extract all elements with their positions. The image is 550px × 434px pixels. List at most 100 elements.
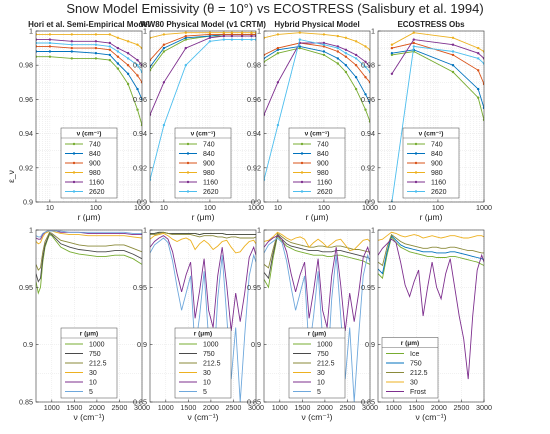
data-point xyxy=(184,36,187,39)
legend-marker xyxy=(186,180,190,184)
legend: r (μm) 1000 750 212.5 30 10 5 xyxy=(174,327,232,399)
x-tick-label: 10 xyxy=(160,203,168,212)
x-tick-label: 10 xyxy=(46,203,54,212)
y-tick-label: 0.95 xyxy=(361,283,375,292)
data-point xyxy=(298,31,301,34)
data-point xyxy=(336,57,339,60)
legend-title: ν (cm⁻¹) xyxy=(305,131,330,138)
legend-label: Frost xyxy=(410,389,426,396)
legend: r (μm) Ice 750 212.5 30 Frost xyxy=(381,337,439,399)
legend-label: 900 xyxy=(317,161,329,168)
legend-label: 2620 xyxy=(431,189,447,196)
x-tick-label: 1500 xyxy=(294,403,310,412)
data-point xyxy=(184,38,187,41)
legend-marker xyxy=(72,171,76,174)
data-point xyxy=(477,52,480,55)
data-point xyxy=(230,38,234,41)
legend-label: 10 xyxy=(89,380,97,387)
data-point xyxy=(477,57,480,60)
legend-label: 212.5 xyxy=(317,361,335,368)
data-point xyxy=(94,52,98,55)
y-tick-label: 0.92 xyxy=(247,163,261,172)
data-point xyxy=(108,41,112,45)
legend-label: 740 xyxy=(431,142,443,149)
x-tick-label: 1000 xyxy=(158,403,174,412)
legend: r (μm) 1000 750 212.5 30 10 5 xyxy=(288,327,346,399)
y-tick-label: 1 xyxy=(257,226,261,235)
legend-label: 900 xyxy=(203,161,215,168)
legend-title: r (μm) xyxy=(80,331,98,338)
data-point xyxy=(48,38,52,41)
y-tick-label: 0.98 xyxy=(19,61,33,70)
panel-title: WW80 Physical Model (v1 CRTM) xyxy=(140,20,266,29)
data-point xyxy=(162,46,166,50)
data-point xyxy=(222,38,225,41)
legend-marker xyxy=(414,142,418,146)
legend-label: 2620 xyxy=(89,189,105,196)
data-point xyxy=(230,34,234,38)
legend-label: 10 xyxy=(317,380,325,387)
data-point xyxy=(336,46,339,50)
y-tick-label: 0.96 xyxy=(247,95,261,104)
data-point xyxy=(136,74,139,77)
data-point xyxy=(250,34,253,38)
data-point xyxy=(354,40,358,43)
legend-label: 980 xyxy=(431,170,443,177)
x-axis-label: r (μm) xyxy=(306,212,329,222)
y-tick-label: 0.9 xyxy=(251,198,261,207)
data-point xyxy=(322,50,326,53)
data-point xyxy=(162,123,166,127)
data-point xyxy=(336,62,339,65)
legend-label: 980 xyxy=(89,170,101,177)
x-tick-label: 1500 xyxy=(408,403,424,412)
data-point xyxy=(477,87,480,91)
series-line-212.5 xyxy=(378,233,484,267)
data-point xyxy=(322,41,326,45)
series-group xyxy=(264,231,370,402)
y-tick-label: 0.9 xyxy=(137,198,147,207)
data-point xyxy=(70,33,74,36)
data-point xyxy=(136,87,139,91)
legend-title: r (μm) xyxy=(401,340,419,347)
legend: ν (cm⁻¹) 740 840 900 980 1160 2620 xyxy=(288,127,346,199)
data-point xyxy=(184,31,187,34)
legend-marker xyxy=(300,190,304,193)
data-point xyxy=(136,63,139,67)
panel-title: Hori et al. Semi-Empirical Model xyxy=(28,20,150,29)
axes-box xyxy=(263,229,371,403)
legend-label: 212.5 xyxy=(410,370,428,377)
series-line-5 xyxy=(264,237,370,402)
data-point xyxy=(108,58,112,62)
series-line-750 xyxy=(36,232,142,283)
y-tick-label: 1 xyxy=(371,226,375,235)
data-point xyxy=(276,46,280,50)
y-tick-label: 0.94 xyxy=(361,129,375,138)
x-tick-label: 1500 xyxy=(66,403,82,412)
panel-2: WW80 Physical Model (v1 CRTM) 0.9 0.92 0.94… xyxy=(133,20,266,222)
legend-label: 750 xyxy=(89,351,101,358)
legend-label: 30 xyxy=(89,370,97,377)
legend-label: 212.5 xyxy=(89,361,107,368)
x-tick-label: 100 xyxy=(432,203,444,212)
x-axis-label: ν (cm⁻¹) xyxy=(302,412,333,422)
legend-marker xyxy=(186,161,190,165)
data-point xyxy=(451,70,455,74)
x-tick-label: 1000 xyxy=(248,203,264,212)
legend-label: 840 xyxy=(203,151,215,158)
data-point xyxy=(344,36,348,39)
x-tick-label: 1000 xyxy=(134,203,150,212)
series-line-10 xyxy=(264,235,370,331)
legend-marker xyxy=(186,171,190,174)
data-point xyxy=(451,43,455,46)
data-point xyxy=(250,33,253,36)
series-line-5 xyxy=(150,237,256,402)
data-point xyxy=(276,48,280,51)
data-point xyxy=(116,55,120,58)
legend-label: 5 xyxy=(89,389,93,396)
x-tick-label: 10 xyxy=(388,203,396,212)
legend-marker xyxy=(72,152,76,155)
legend-label: 1000 xyxy=(89,342,105,349)
legend-label: 5 xyxy=(203,389,207,396)
